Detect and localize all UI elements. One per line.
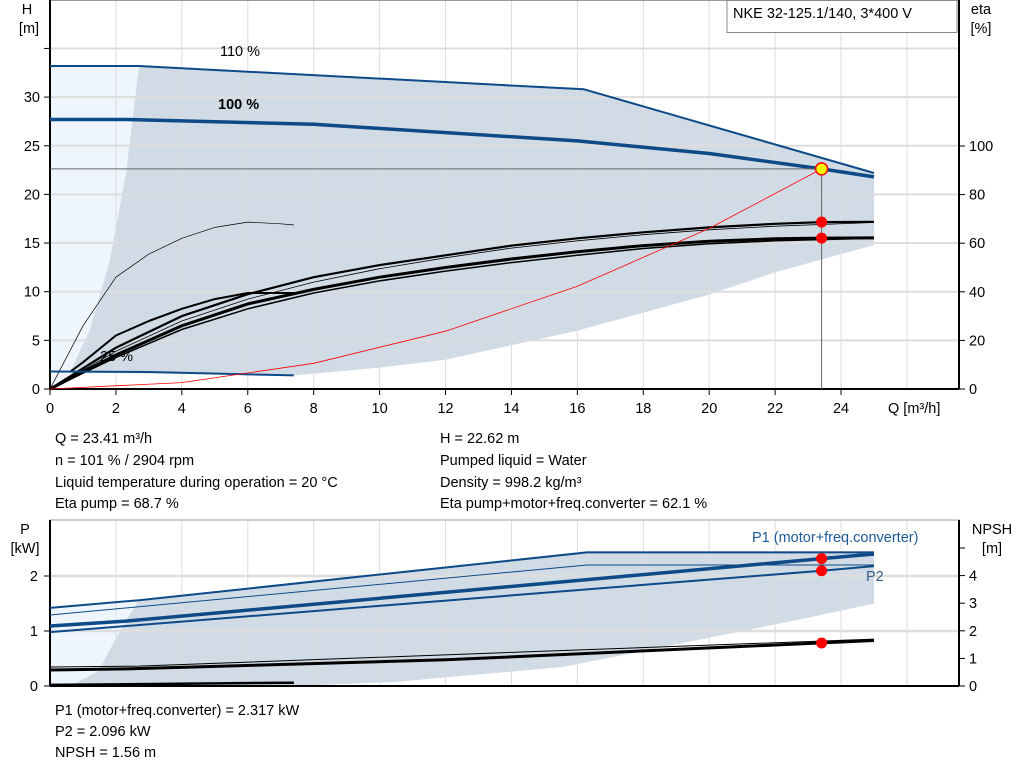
x-tick-label: 4	[178, 401, 186, 417]
eta-tick-label: 40	[969, 285, 985, 301]
result-speed: n = 101 % / 2904 rpm	[55, 453, 195, 469]
eta-curve-eta_total_25	[69, 292, 294, 373]
result-npsh: NPSH = 1.56 m	[55, 745, 157, 761]
eta-curve-eta_total_100	[49, 236, 875, 391]
bottom-operating-range	[69, 551, 875, 686]
power-curve-p_25	[49, 681, 294, 687]
x-tick-label: 12	[437, 401, 453, 417]
result-p2: P2 = 2.096 kW	[55, 724, 151, 740]
npsh-curve-npsh_110	[49, 638, 875, 668]
npsh-tick-label: 2	[969, 624, 977, 640]
eta-total-marker	[816, 232, 828, 244]
duty-point-marker	[814, 162, 829, 176]
x-tick-label: 24	[833, 401, 849, 417]
label-100-percent: 100 %	[218, 97, 259, 113]
head-curve-h25	[49, 370, 294, 377]
eta-axis-label: eta	[971, 2, 992, 18]
result-q: Q = 23.41 m³/h	[55, 431, 153, 447]
h-tick-label: 0	[32, 382, 40, 398]
x-tick-label: 16	[569, 401, 585, 417]
h-tick-label: 25	[24, 139, 40, 155]
label-110-percent: 110 %	[220, 44, 260, 60]
label-25-percent: 25 %	[100, 349, 133, 365]
power-curve-p2_110	[49, 564, 874, 616]
h-tick-label: 10	[24, 285, 40, 301]
x-tick-label: 18	[635, 401, 651, 417]
eta-curve-eta_pump_110	[49, 222, 875, 390]
result-density: Density = 998.2 kg/m³	[440, 475, 582, 491]
p-tick-label: 2	[30, 569, 38, 585]
h-axis-unit: [m]	[19, 21, 39, 37]
x-tick-label: 10	[372, 401, 388, 417]
p-tick-label: 0	[30, 679, 38, 695]
p1-marker	[816, 553, 828, 565]
pump-title: NKE 32-125.1/140, 3*400 V	[733, 6, 912, 22]
h-axis-label: H	[22, 2, 32, 18]
eta-tick-label: 60	[969, 236, 985, 252]
npsh-marker	[816, 637, 828, 649]
title-box	[726, 0, 958, 33]
x-tick-label: 6	[244, 401, 252, 417]
x-tick-label: 14	[503, 401, 519, 417]
result-liquid-temp: Liquid temperature during operation = 20…	[55, 475, 338, 491]
result-p1: P1 (motor+freq.converter) = 2.317 kW	[55, 703, 300, 719]
x-tick-label: 8	[310, 401, 318, 417]
h-tick-label: 20	[24, 187, 40, 203]
p-axis-unit: [kW]	[11, 541, 40, 557]
result-pumped-liquid: Pumped liquid = Water	[440, 453, 587, 469]
npsh-tick-label: 4	[969, 569, 977, 585]
x-axis-label: Q [m³/h]	[888, 401, 940, 417]
eta-tick-label: 80	[969, 188, 985, 204]
x-tick-label: 0	[46, 401, 54, 417]
eta-curve-eta_pump_100	[49, 220, 875, 390]
npsh-curve-npsh_100	[49, 639, 875, 672]
eta-tick-label: 20	[969, 333, 985, 349]
h-tick-label: 5	[32, 333, 40, 349]
p-axis-label: P	[20, 522, 30, 538]
npsh-tick-label: 1	[969, 651, 977, 667]
eta-pump-marker	[816, 216, 828, 228]
npsh-axis-label: NPSH	[972, 522, 1012, 538]
p2-marker	[816, 565, 828, 577]
power-curve-p1_110	[49, 551, 874, 609]
npsh-axis-unit: [m]	[982, 541, 1002, 557]
x-tick-label: 2	[112, 401, 120, 417]
head-curve-h110	[50, 65, 875, 174]
eta-tick-label: 100	[969, 139, 993, 155]
result-eta-pump: Eta pump = 68.7 %	[55, 496, 179, 512]
x-tick-label: 20	[701, 401, 717, 417]
p-tick-label: 1	[30, 624, 38, 640]
h-tick-label: 15	[24, 236, 40, 252]
eta-curve-eta_pump_25	[49, 221, 294, 390]
h-tick-label: 30	[24, 90, 40, 106]
result-h: H = 22.62 m	[440, 431, 520, 447]
eta-curve-eta_total_110	[49, 237, 875, 390]
eta-axis-unit: [%]	[971, 21, 992, 37]
npsh-tick-label: 3	[969, 596, 977, 612]
label-p1: P1 (motor+freq.converter)	[752, 530, 918, 546]
label-p2: P2	[866, 569, 884, 585]
eta-tick-label: 0	[969, 382, 977, 398]
x-tick-label: 22	[767, 401, 783, 417]
npsh-tick-label: 0	[969, 679, 977, 695]
system-curve-system	[49, 168, 822, 390]
power-curve-p1_100	[49, 552, 875, 628]
result-eta-total: Eta pump+motor+freq.converter = 62.1 %	[440, 496, 708, 512]
